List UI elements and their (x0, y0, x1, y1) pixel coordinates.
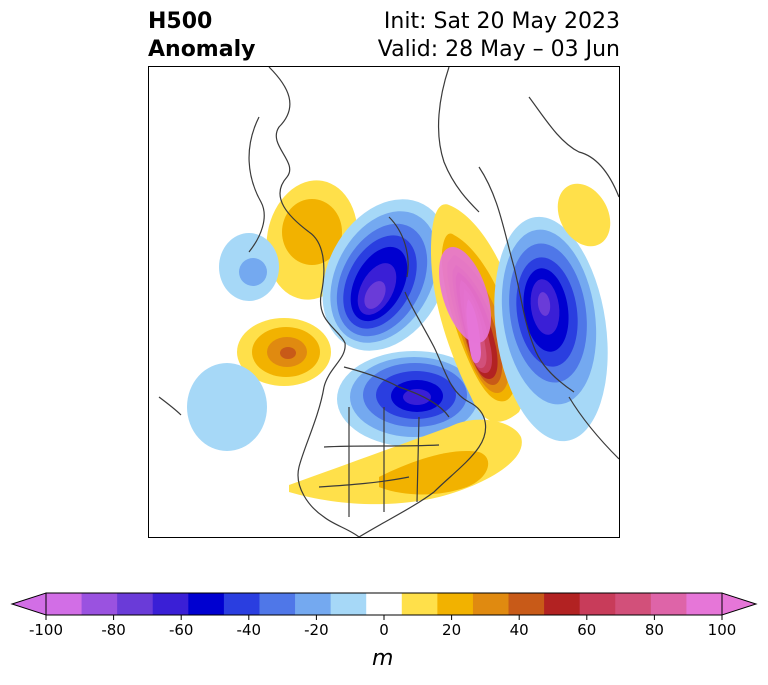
colorbar-segment (544, 593, 581, 615)
colorbar-over-arrow (721, 592, 758, 616)
valid-date-label: Valid: 28 May – 03 Jun (377, 37, 620, 62)
map-canvas (158, 67, 619, 537)
colorbar-tick-label: 60 (577, 621, 596, 639)
colorbar-tick-label: 40 (510, 621, 529, 639)
colorbar-segment (152, 593, 189, 615)
unit-label: m (372, 646, 394, 671)
colorbar-segment (366, 593, 403, 615)
colorbar-segment (295, 593, 332, 615)
colorbar-segment (437, 593, 474, 615)
negative-anomaly-western-russia (494, 216, 608, 442)
colorbar-segment (188, 593, 225, 615)
positive-anomaly-barents-sea (431, 204, 527, 422)
field-type-title: Anomaly (148, 37, 256, 62)
colorbar-tick-label: -60 (169, 621, 194, 639)
colorbar-segment (46, 593, 83, 615)
positive-anomaly-eastern-us (289, 419, 522, 505)
colorbar-segment (81, 593, 118, 615)
colorbar-segment (650, 593, 687, 615)
colorbar-tick-label: -20 (304, 621, 329, 639)
colorbar-tick-label: 100 (708, 621, 737, 639)
colorbar: -100 -80 -60 -40 -20 0 20 40 60 80 100 (0, 585, 768, 685)
colorbar-segment (223, 593, 260, 615)
anomaly-map (148, 66, 620, 538)
title-block-left: H500 Anomaly (148, 8, 255, 64)
colorbar-under-arrow (10, 592, 47, 616)
title-block-right: Init: Sat 20 May 2023 Valid: 28 May – 03… (378, 8, 620, 64)
positive-anomaly-gulf-of-alaska (237, 318, 331, 386)
negative-anomaly-hudson-bay (337, 351, 491, 447)
colorbar-segment (472, 593, 510, 615)
field-name-title: H500 (148, 9, 213, 34)
colorbar-segment (579, 593, 616, 615)
colorbar-segment (508, 593, 545, 615)
colorbar-segment (117, 593, 154, 615)
colorbar-tick-label: -80 (101, 621, 126, 639)
negative-anomaly-subtropical-pacific (187, 363, 267, 451)
colorbar-segment (330, 593, 367, 615)
colorbar-segment (686, 593, 723, 615)
init-date-label: Init: Sat 20 May 2023 (383, 9, 620, 34)
colorbar-segment (259, 593, 296, 615)
colorbar-tick-label: 20 (442, 621, 461, 639)
negative-anomaly-east-siberian-sea (322, 199, 450, 351)
colorbar-tick-label: -100 (29, 621, 63, 639)
colorbar-segment (401, 593, 438, 615)
negative-anomaly-western-pacific (219, 233, 279, 301)
colorbar-segment (615, 593, 652, 615)
positive-anomaly-central-siberia (557, 183, 611, 247)
colorbar-tick-label: -40 (237, 621, 262, 639)
colorbar-graphic: -100 -80 -60 -40 -20 0 20 40 60 80 100 (10, 592, 758, 639)
colorbar-tick-label: 80 (645, 621, 664, 639)
colorbar-tick-label: 0 (379, 621, 389, 639)
coastlines (158, 67, 619, 537)
